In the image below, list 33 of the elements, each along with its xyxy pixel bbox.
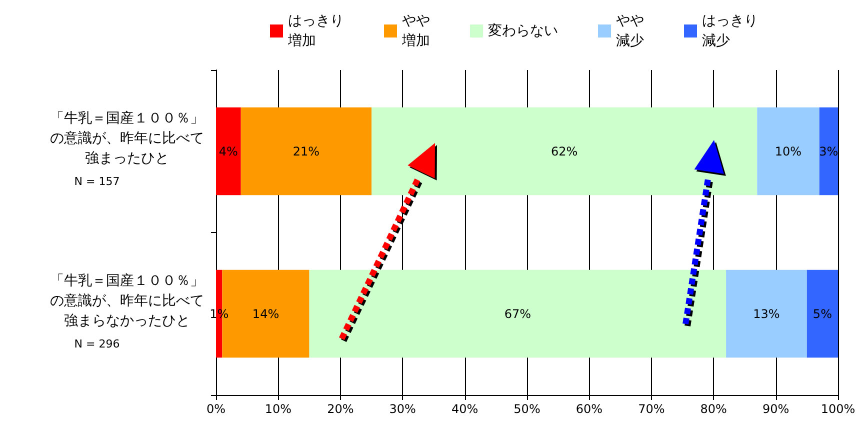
x-tick-label: 60%	[576, 402, 603, 416]
legend-label: やや減少	[616, 13, 644, 49]
bar	[757, 107, 820, 196]
data-label: 62%	[550, 144, 578, 158]
data-label: 13%	[753, 306, 780, 321]
legend-label: やや増加	[401, 13, 430, 49]
legend-label: はっきり増加	[287, 13, 344, 49]
bar	[726, 270, 807, 358]
legend-label: はっきり減少	[702, 13, 758, 49]
x-tick-label: 20%	[327, 402, 354, 416]
data-label: 14%	[252, 306, 280, 321]
data-label: 4%	[218, 144, 238, 158]
bar	[216, 107, 241, 196]
data-label: 21%	[292, 144, 320, 158]
x-tick-label: 90%	[762, 402, 790, 416]
data-label: 5%	[812, 306, 832, 321]
data-label: 3%	[819, 144, 838, 158]
y-tick-label: 「牛乳＝国産１００％」の意識が、昨年に比べて強まらなかったひと N = 296	[50, 272, 204, 350]
bar	[806, 270, 838, 358]
x-tick-label: 100%	[820, 402, 856, 416]
bar	[819, 107, 838, 196]
x-tick-label: 50%	[514, 402, 540, 416]
y-tick-label: 「牛乳＝国産１００％」の意識が、昨年に比べて強まったひと N = 157	[50, 110, 204, 188]
x-tick-label: 80%	[700, 402, 727, 416]
data-label: 1%	[210, 306, 229, 321]
x-tick-label: 40%	[451, 402, 478, 416]
legend-label: 変わらない	[488, 23, 558, 39]
x-tick-label: 70%	[638, 402, 665, 416]
data-label: 10%	[774, 144, 802, 158]
x-tick-label: 0%	[206, 402, 226, 416]
data-label: 67%	[504, 306, 532, 321]
x-tick-label: 30%	[389, 402, 416, 416]
x-tick-label: 10%	[264, 402, 292, 416]
